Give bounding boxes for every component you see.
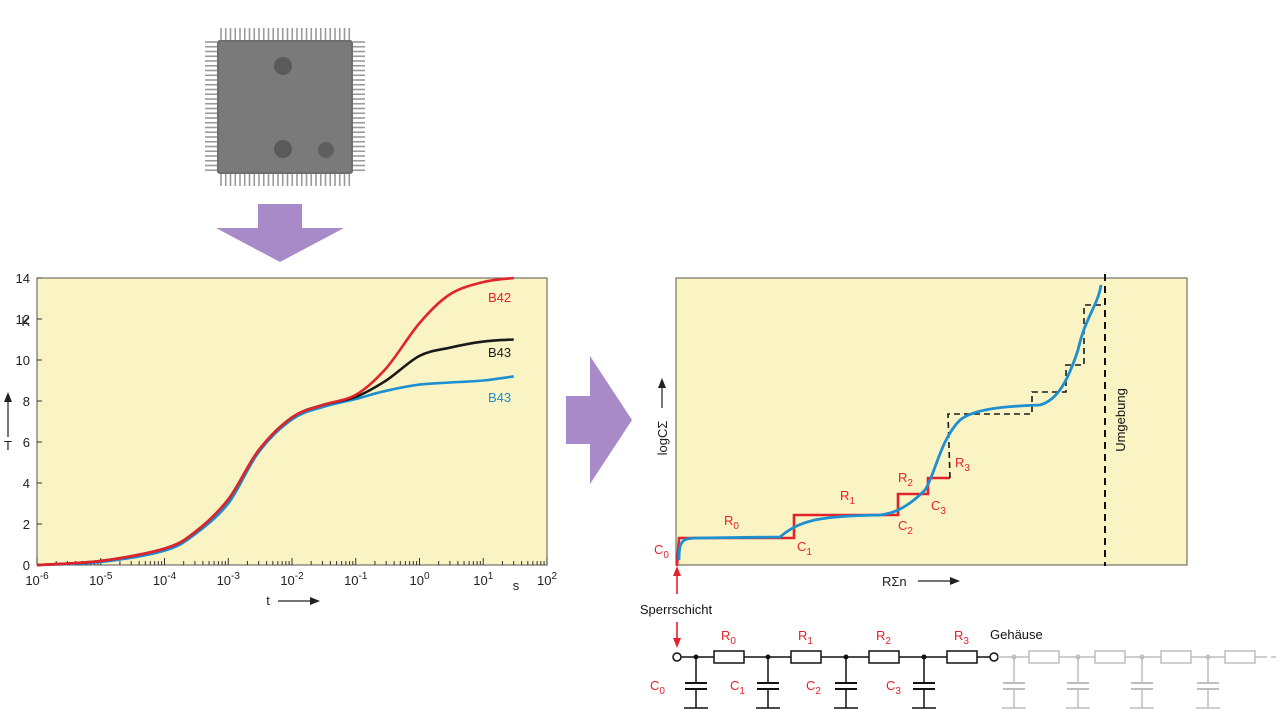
resistor-symbol-faded (1028, 650, 1060, 664)
structure-function-curve (677, 284, 1103, 561)
capacitor-symbol-faded (1002, 654, 1026, 709)
y-tick-label: 8 (23, 394, 30, 409)
resistor-symbol (946, 650, 978, 664)
step-label-c0: C0 (654, 542, 669, 561)
step-label-c1: C1 (797, 539, 812, 558)
y-tick-label: 6 (23, 435, 30, 450)
resistor-symbol (868, 650, 900, 664)
left-y-axis-label: T (4, 392, 12, 453)
series-line-b42 (36, 276, 514, 567)
left-chart-plot-area (36, 277, 548, 566)
y-tick-label: 4 (23, 476, 30, 491)
y-tick-label: 14 (16, 271, 30, 286)
capacitor-symbol (756, 654, 780, 709)
resistor-symbol (713, 650, 745, 664)
process-arrow-down-icon (216, 204, 344, 262)
junction-label: Sperrschicht (640, 602, 713, 617)
step-label-r0: R0 (724, 513, 739, 532)
y-tick-label: 10 (16, 353, 30, 368)
capacitor-symbol-faded (1196, 654, 1220, 709)
svg-text:T: T (4, 438, 12, 453)
environment-label: Umgebung (1113, 388, 1128, 452)
y-tick-label: 2 (23, 517, 30, 532)
resistor-symbol-faded (1094, 650, 1126, 664)
left-x-unit: s (513, 578, 520, 593)
capacitor-symbol (834, 654, 858, 709)
circuit-label-c3: C3 (886, 678, 901, 697)
structure-function-dashed-steps (947, 304, 1104, 479)
resistor-symbol-faded (1224, 650, 1256, 664)
series-line-b43-blue (36, 375, 514, 567)
circuit-label-r1: R1 (798, 628, 813, 647)
capacitor-symbol-faded (1066, 654, 1090, 709)
circuit-label-r2: R2 (876, 628, 891, 647)
svg-text:RΣn: RΣn (882, 574, 907, 589)
series-label-b43-black: B43 (488, 345, 511, 360)
capacitor-symbol-faded (1130, 654, 1154, 709)
right-y-axis-label: logCΣ (655, 378, 670, 455)
right-chart-plot-area (675, 277, 1188, 566)
step-label-c3: C3 (931, 498, 946, 517)
capacitor-symbol (684, 654, 708, 709)
circuit-label-c2: C2 (806, 678, 821, 697)
junction-arrow-down-icon (673, 638, 681, 648)
series-label-b43-blue: B43 (488, 390, 511, 405)
circuit-label-r0: R0 (721, 628, 736, 647)
junction-arrow-up-icon (673, 566, 681, 576)
left-x-axis-label: t (266, 593, 320, 608)
circuit-label-r3: R3 (954, 628, 969, 647)
ic-chip-icon (205, 28, 365, 186)
svg-text:logCΣ: logCΣ (655, 421, 670, 456)
left-y-unit: K (21, 314, 30, 329)
y-tick-label: 12 (16, 312, 30, 327)
series-label-b42: B42 (488, 290, 511, 305)
step-label-r2: R2 (898, 470, 913, 489)
package-terminal (989, 652, 999, 662)
process-arrow-right-icon (566, 356, 632, 484)
capacitor-symbol (912, 654, 936, 709)
right-x-axis-label: RΣn (882, 574, 960, 589)
step-label-c2: C2 (898, 518, 913, 537)
svg-text:t: t (266, 593, 270, 608)
resistor-symbol-faded (1160, 650, 1192, 664)
resistor-symbol (790, 650, 822, 664)
circuit-label-c0: C0 (650, 678, 665, 697)
step-label-r3: R3 (955, 455, 970, 474)
y-tick-label: 0 (23, 558, 30, 573)
junction-terminal (672, 652, 682, 662)
circuit-label-c1: C1 (730, 678, 745, 697)
package-label: Gehäuse (990, 627, 1043, 642)
step-label-r1: R1 (840, 488, 855, 507)
